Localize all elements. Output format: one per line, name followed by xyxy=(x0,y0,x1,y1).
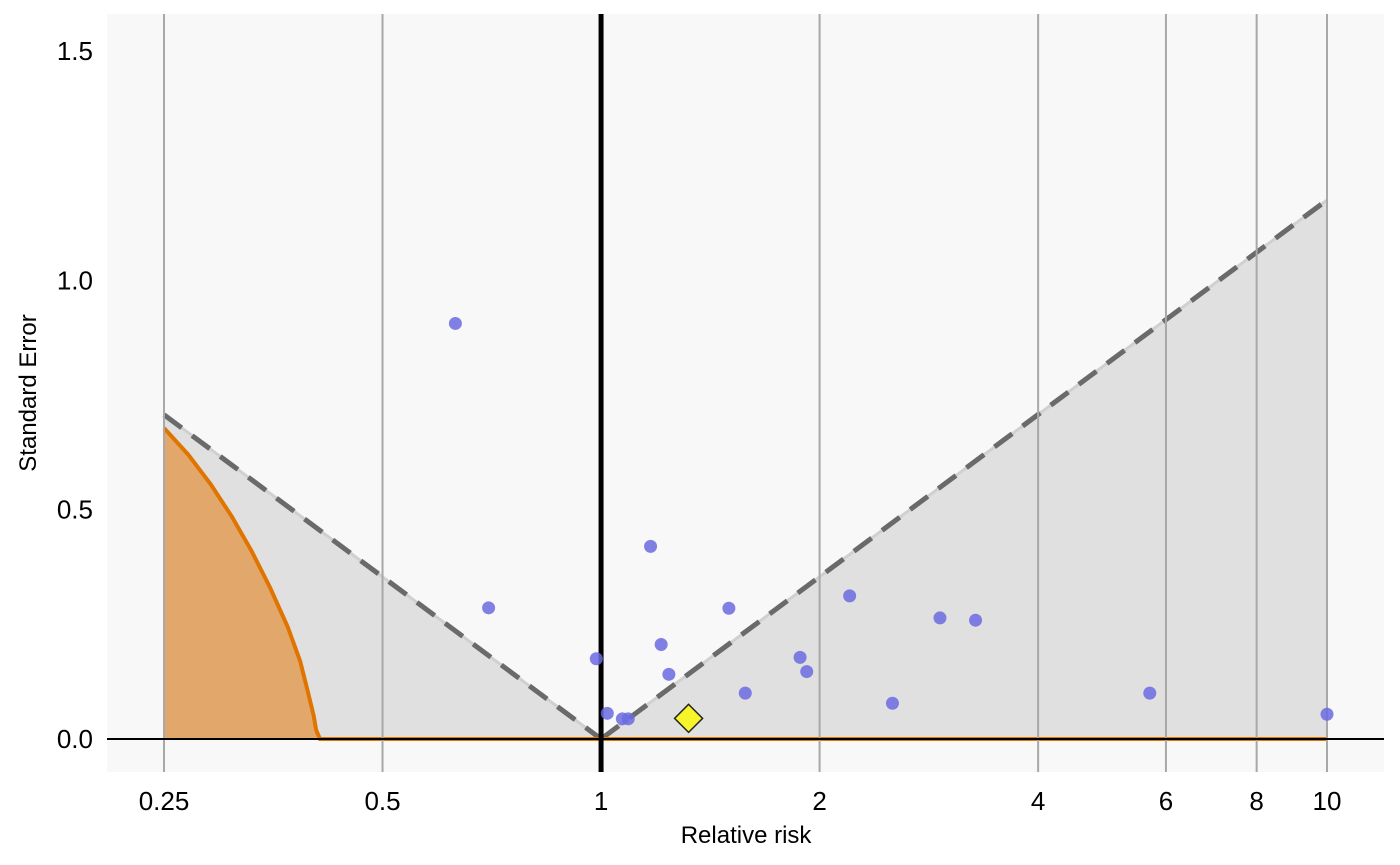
study-point xyxy=(885,696,899,710)
region-boundary-line xyxy=(162,426,1327,741)
study-point xyxy=(662,667,676,681)
y-tick-label: 1.5 xyxy=(57,36,93,66)
study-point xyxy=(600,706,614,720)
y-tick-label: 0.5 xyxy=(57,495,93,525)
study-point xyxy=(738,686,752,700)
x-tick-label: 10 xyxy=(1313,786,1342,816)
study-point xyxy=(482,601,496,615)
study-point xyxy=(793,650,807,664)
study-point xyxy=(969,613,983,627)
x-tick-label: 0.5 xyxy=(364,786,400,816)
x-tick-label: 4 xyxy=(1031,786,1045,816)
x-axis-title: Relative risk xyxy=(681,822,813,849)
y-tick-label: 1.0 xyxy=(57,265,93,295)
funnel-edge-right xyxy=(599,198,1329,742)
study-point xyxy=(448,316,462,330)
study-point xyxy=(933,611,947,625)
y-tick-label: 0.0 xyxy=(57,724,93,754)
x-tick-label: 2 xyxy=(812,786,826,816)
study-point xyxy=(1143,686,1157,700)
shaded-region xyxy=(164,428,320,739)
study-point xyxy=(1320,707,1334,721)
funnel-area xyxy=(164,200,1327,740)
study-point xyxy=(644,539,658,553)
x-tick-label: 6 xyxy=(1159,786,1173,816)
x-tick-label: 0.25 xyxy=(139,786,190,816)
study-point xyxy=(654,638,668,652)
study-point xyxy=(843,589,857,603)
x-tick-label: 1 xyxy=(594,786,608,816)
x-tick-label: 8 xyxy=(1249,786,1263,816)
pooled-estimate-diamond xyxy=(673,703,704,734)
study-point xyxy=(621,712,635,726)
study-point xyxy=(800,665,814,679)
study-point xyxy=(589,652,603,666)
funnel-edge-left xyxy=(162,412,603,742)
study-point xyxy=(722,601,736,615)
y-axis-title: Standard Error xyxy=(15,314,42,471)
